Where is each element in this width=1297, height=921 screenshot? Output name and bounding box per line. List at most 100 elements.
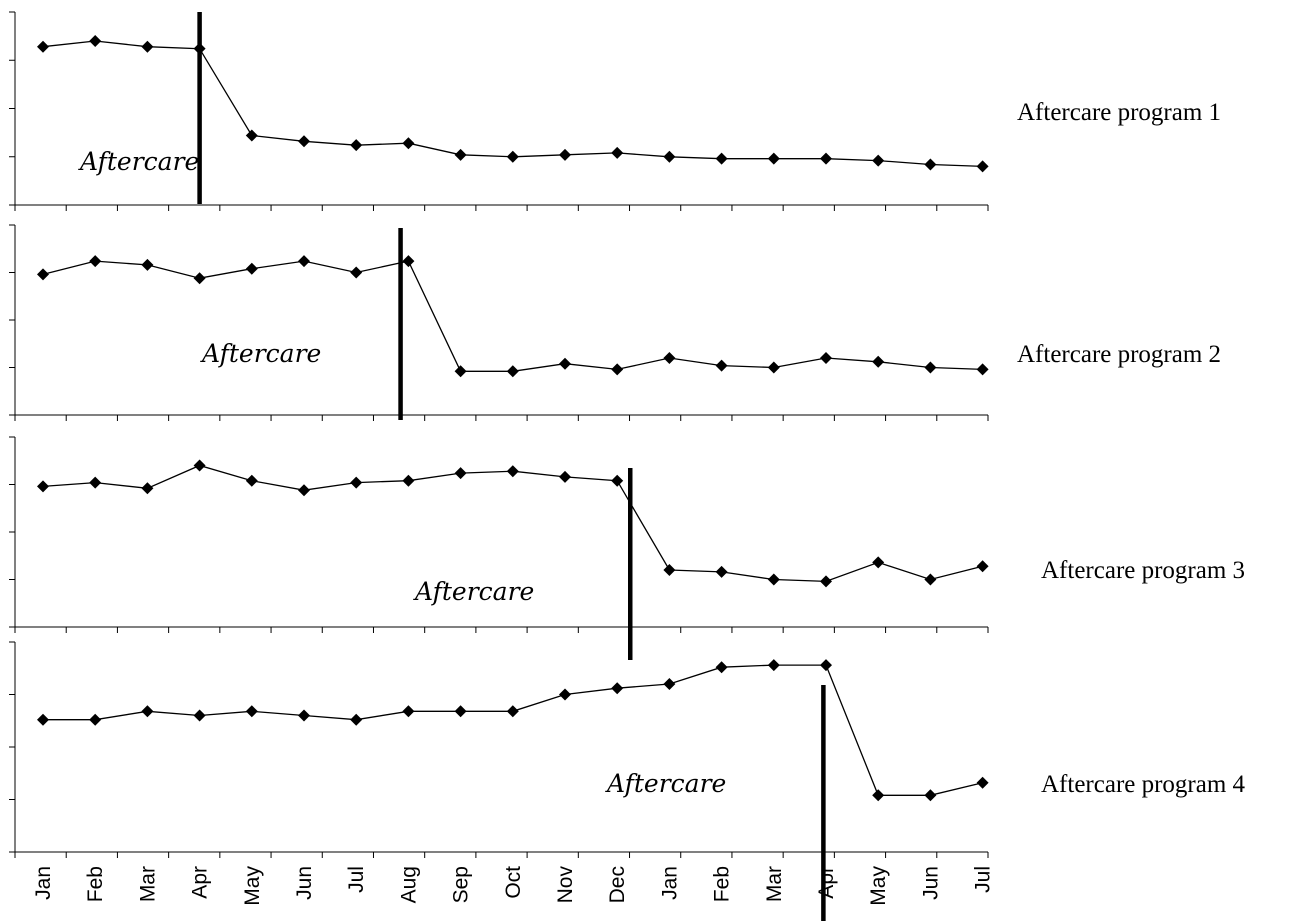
panel-4-data-point bbox=[715, 661, 728, 674]
panel-2-data-point bbox=[193, 272, 206, 285]
panel-3-data-point bbox=[820, 575, 832, 588]
panel-2-data-point bbox=[559, 357, 571, 370]
panel-2-data-point bbox=[141, 258, 154, 271]
x-tick-label: Apr bbox=[189, 866, 212, 899]
panel-3-data-point bbox=[454, 467, 467, 480]
panel-1-label: Aftercare program 1 bbox=[1017, 99, 1221, 126]
panel-3-data-point bbox=[872, 556, 885, 569]
panel-1-data-point bbox=[402, 137, 415, 150]
panel-3-data-point bbox=[663, 564, 676, 576]
panel-4: Aftercare Aftercare program 4 bbox=[9, 641, 1246, 921]
x-tick-label: Feb bbox=[84, 866, 107, 902]
panel-1-data-point bbox=[872, 154, 885, 167]
x-tick-label: Jan bbox=[32, 866, 55, 900]
panel-1-data-point bbox=[141, 40, 154, 53]
panel-2-data-point bbox=[663, 352, 676, 364]
x-tick-label: May bbox=[867, 866, 890, 906]
panel-2-data-point bbox=[37, 268, 49, 281]
panel-3-data-point bbox=[559, 470, 571, 483]
panel-3-data-point bbox=[37, 480, 49, 493]
panel-3-data-point bbox=[402, 474, 415, 487]
panel-2-data-point bbox=[298, 255, 310, 268]
panel-4-series-line bbox=[43, 664, 983, 796]
panel-3-data-point bbox=[976, 560, 989, 573]
x-tick-label: Jul bbox=[972, 866, 995, 893]
panel-2-data-point bbox=[820, 352, 832, 364]
x-tick-label: Jul bbox=[345, 866, 368, 893]
panel-4-data-point bbox=[89, 713, 102, 726]
panel-2-data-point bbox=[454, 365, 467, 378]
panel-2: Aftercare Aftercare program 2 bbox=[9, 224, 1221, 421]
panel-3-data-point bbox=[141, 482, 154, 495]
panel-4-data-point bbox=[193, 709, 206, 722]
panel-2-data-point bbox=[976, 363, 989, 376]
x-tick-label: Jun bbox=[919, 866, 942, 900]
x-tick-label: Mar bbox=[763, 866, 786, 902]
panel-3-data-point bbox=[506, 465, 519, 478]
panel-4-label: Aftercare program 4 bbox=[1041, 771, 1246, 798]
panel-4-data-point bbox=[141, 705, 154, 718]
panel-1-data-point bbox=[559, 148, 571, 161]
x-axis-labels: Jan Feb Mar Apr May Jun Jul Aug Sep Oct Nov Dec Jan F… bbox=[32, 866, 995, 906]
panel-2-data-point bbox=[611, 363, 624, 376]
panel-3-data-point bbox=[193, 459, 206, 472]
panel-1-data-point bbox=[767, 152, 780, 165]
panel-1-data-point bbox=[245, 129, 258, 142]
panel-1-data-point bbox=[924, 158, 937, 171]
panel-1-data-point bbox=[37, 40, 49, 53]
panel-1-data-point bbox=[663, 150, 676, 163]
panel-2-data-point bbox=[245, 262, 258, 275]
panel-4-data-point bbox=[663, 678, 676, 690]
panel-3-data-point bbox=[767, 573, 780, 586]
panel-1-annotation: Aftercare bbox=[78, 147, 199, 176]
panel-3-data-point bbox=[715, 565, 728, 578]
panel-1-data-point bbox=[715, 152, 728, 165]
panel-4-data-point bbox=[924, 789, 937, 802]
panel-3-data-point bbox=[298, 484, 310, 497]
panel-3-data-point bbox=[89, 476, 102, 489]
x-tick-label: Jun bbox=[293, 866, 316, 900]
panel-3-data-point bbox=[611, 474, 624, 487]
panel-2-label: Aftercare program 2 bbox=[1017, 341, 1221, 368]
panel-1-data-point bbox=[611, 146, 624, 159]
panel-2-annotation: Aftercare bbox=[200, 339, 321, 368]
panel-2-data-point bbox=[715, 359, 728, 372]
panel-3-annotation: Aftercare bbox=[413, 577, 534, 606]
panel-1: Aftercare Aftercare program 1 bbox=[9, 11, 1221, 211]
x-tick-label: Aug bbox=[397, 866, 420, 903]
panel-2-data-point bbox=[350, 266, 363, 279]
x-tick-label: Jan bbox=[658, 866, 681, 900]
x-tick-label: Oct bbox=[502, 866, 525, 899]
panel-4-data-point bbox=[820, 659, 832, 672]
panel-4-data-point bbox=[37, 713, 49, 726]
panel-4-data-point bbox=[350, 713, 363, 726]
panel-4-data-point bbox=[559, 688, 571, 701]
panel-2-data-point bbox=[872, 355, 885, 368]
panel-3-label: Aftercare program 3 bbox=[1041, 557, 1245, 584]
panel-4-data-point bbox=[298, 709, 310, 722]
panel-1-data-point bbox=[89, 34, 102, 47]
panel-1-data-point bbox=[350, 139, 363, 152]
panel-2-data-point bbox=[924, 361, 937, 374]
panel-2-data-point bbox=[767, 361, 780, 374]
panel-1-data-point bbox=[820, 152, 832, 165]
x-tick-label: Apr bbox=[815, 866, 838, 899]
panel-4-annotation: Aftercare bbox=[605, 769, 726, 798]
panel-4-data-point bbox=[506, 705, 519, 718]
panel-3-series-line bbox=[42, 464, 983, 583]
panel-3-data-point bbox=[245, 474, 258, 487]
x-tick-label: Mar bbox=[136, 866, 159, 902]
panel-3-data-point bbox=[924, 573, 937, 586]
panel-1-data-point bbox=[976, 160, 989, 173]
panel-4-data-point bbox=[454, 705, 467, 718]
panel-4-data-point bbox=[402, 705, 415, 718]
panel-1-data-point bbox=[454, 148, 467, 161]
panel-3: Aftercare Aftercare program 3 bbox=[9, 436, 1245, 660]
x-tick-label: Sep bbox=[450, 866, 473, 903]
x-tick-label: Nov bbox=[554, 866, 577, 904]
panel-2-data-point bbox=[402, 255, 415, 268]
panel-3-data-point bbox=[350, 476, 363, 489]
panel-2-data-point bbox=[506, 365, 519, 378]
x-tick-label: May bbox=[241, 866, 264, 906]
